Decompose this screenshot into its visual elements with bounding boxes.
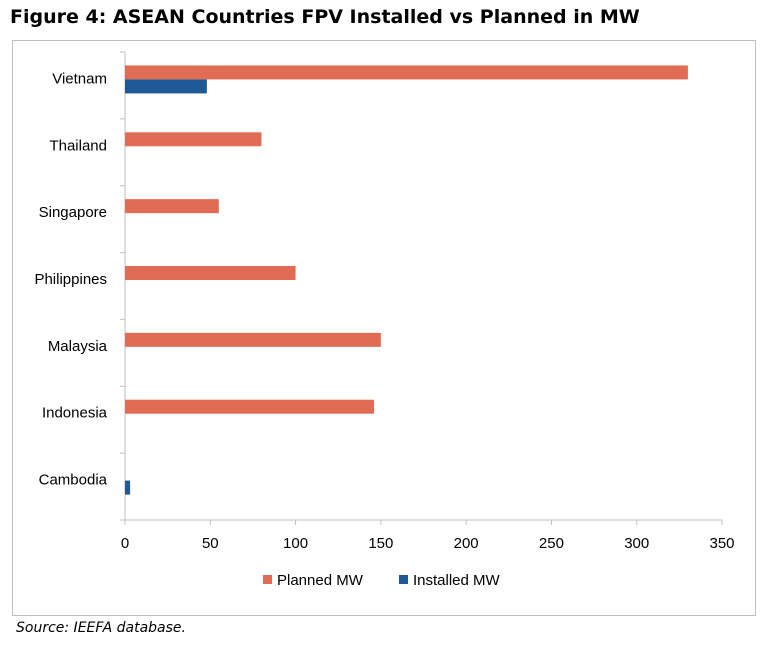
x-tick-label: 250	[539, 535, 564, 552]
bar-planned	[125, 65, 688, 80]
bar-installed	[125, 79, 207, 94]
category-label: Malaysia	[48, 338, 108, 355]
x-tick-label: 50	[202, 535, 219, 552]
bar-installed	[125, 480, 131, 495]
legend-label-planned: Planned MW	[277, 572, 364, 589]
legend-swatch-installed	[399, 575, 408, 584]
x-tick-label: 100	[283, 535, 308, 552]
source-note: Source: IEEFA database.	[16, 620, 186, 636]
x-tick-label: 200	[454, 535, 479, 552]
legend-label-installed: Installed MW	[413, 572, 501, 589]
x-tick-label: 300	[624, 535, 649, 552]
bar-planned	[125, 199, 219, 214]
category-label: Thailand	[49, 137, 107, 154]
bar-planned	[125, 266, 296, 280]
category-label: Singapore	[39, 204, 107, 221]
x-tick-label: 150	[368, 535, 393, 552]
legend-swatch-planned	[263, 575, 272, 584]
bar-planned	[125, 332, 381, 347]
x-tick-label: 350	[709, 535, 734, 552]
bar-planned	[125, 132, 262, 147]
category-label: Indonesia	[42, 405, 108, 422]
category-label: Cambodia	[39, 472, 108, 489]
x-tick-label: 0	[121, 535, 129, 552]
bar-planned	[125, 399, 375, 414]
category-label: Vietnam	[52, 70, 107, 87]
figure-title: Figure 4: ASEAN Countries FPV Installed …	[10, 6, 640, 28]
category-label: Philippines	[34, 271, 107, 288]
